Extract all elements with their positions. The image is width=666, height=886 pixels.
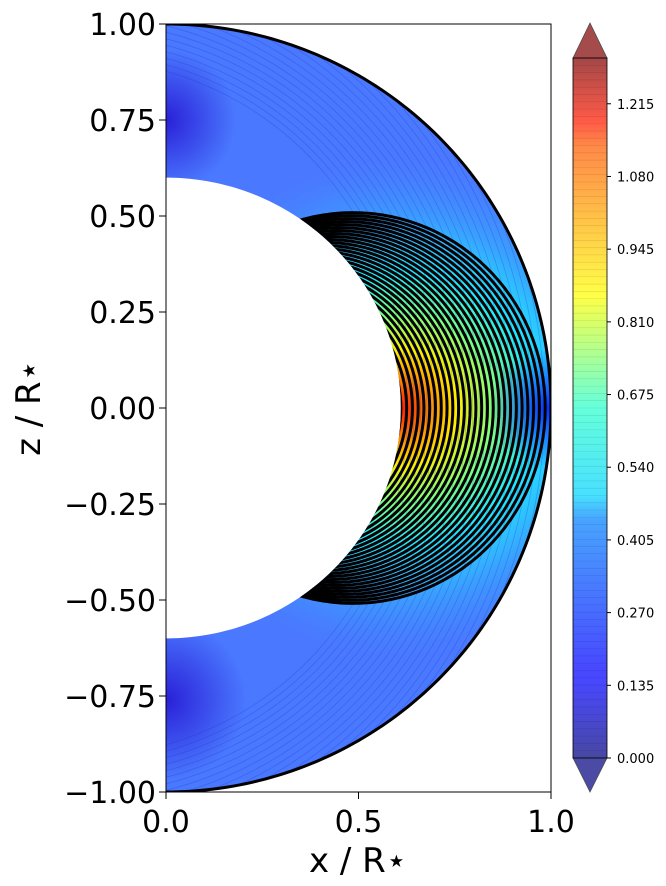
field-contour	[166, 44, 434, 772]
colorbar-tick-label: 1.215	[617, 98, 654, 113]
colorbar-ticks: 0.000 0.135 0.270 0.405 0.540 0.675 0.810 0.945…	[607, 98, 654, 767]
y-tick-label: 0.50	[89, 200, 156, 235]
colorbar-tick-label: 0.270	[617, 607, 654, 622]
field-contour	[166, 24, 480, 792]
colorbar-tick-label: 0.810	[617, 316, 654, 331]
colorbar-tick-label: 0.675	[617, 389, 654, 404]
y-tick-label: 0.25	[89, 296, 156, 331]
field-contour	[166, 64, 415, 752]
field-contour	[166, 24, 474, 792]
x-tick-label: 0.5	[335, 805, 383, 840]
field-contour	[166, 24, 467, 792]
field-contour	[166, 57, 421, 759]
colorbar-tick-label: 1.080	[617, 170, 654, 185]
y-axis: 1.00 0.75 0.50 0.25 0.00 −0.25 −0.50 −0.75 −1.00	[64, 8, 166, 811]
plot-area	[165, 23, 552, 793]
colorbar-extend-max	[572, 22, 608, 59]
x-axis: 0.0 0.5 1.0	[142, 792, 575, 840]
colorbar: 0.000 0.135 0.270 0.405 0.540 0.675 0.810 0.945…	[572, 22, 654, 793]
colorbar-bands	[573, 64, 607, 752]
y-axis-label: z / R⋆	[9, 360, 49, 456]
colorbar-tick-label: 0.405	[617, 534, 654, 549]
y-tick-label: 0.00	[89, 392, 156, 427]
colorbar-tick-label: 0.540	[617, 461, 654, 476]
colorbar-body	[573, 58, 607, 758]
colorbar-frame	[572, 57, 608, 759]
colorbar-extend-min	[572, 757, 608, 793]
field-contour	[166, 24, 487, 792]
y-tick-label: 0.75	[89, 104, 156, 139]
y-tick-label: −1.00	[64, 776, 156, 811]
y-tick-label: 1.00	[89, 8, 156, 43]
colorbar-tick-label: 0.945	[617, 243, 654, 258]
outer-boundary	[166, 24, 551, 792]
x-tick-label: 1.0	[527, 805, 575, 840]
y-tick-label: −0.75	[64, 680, 156, 715]
x-tick-label: 0.0	[142, 805, 190, 840]
field-contour	[166, 51, 428, 765]
x-axis-label: x / R⋆	[309, 841, 407, 881]
y-tick-label: −0.50	[64, 584, 156, 619]
colorbar-tick-label: 0.135	[617, 679, 654, 694]
colorbar-tick-label: 0.000	[617, 752, 654, 767]
y-tick-label: −0.25	[64, 488, 156, 523]
